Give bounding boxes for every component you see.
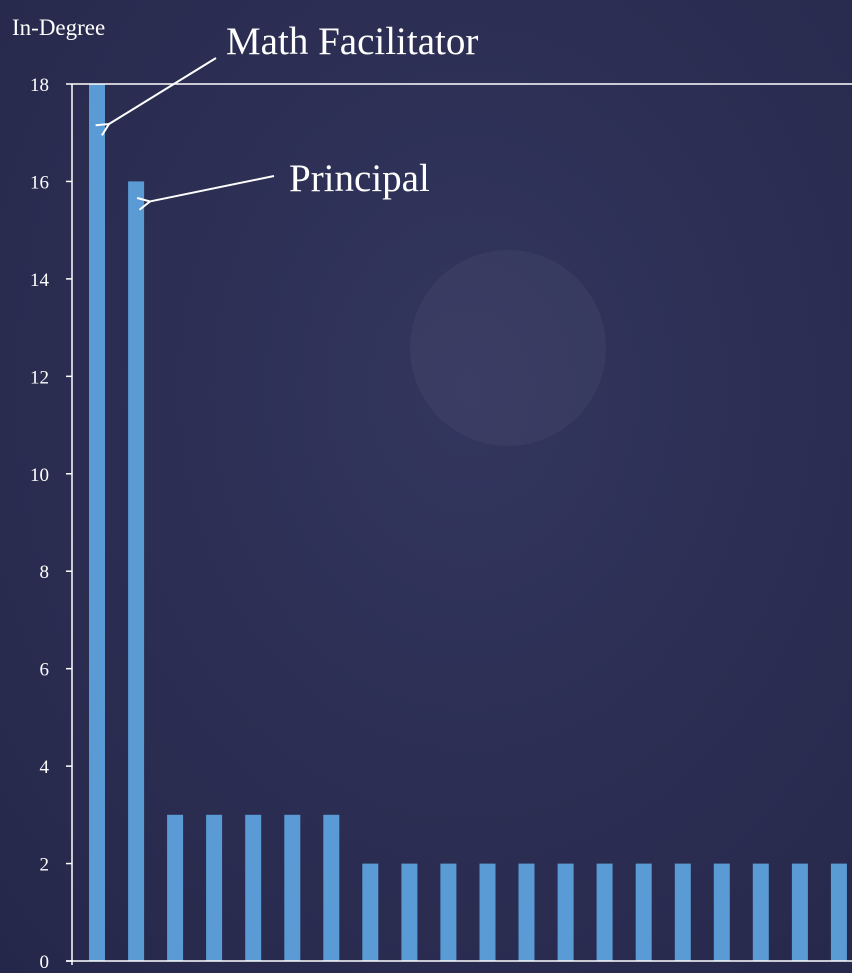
- y-tick-label-18: 18: [30, 75, 49, 96]
- annotation-arrow-2: [150, 175, 275, 201]
- bar-11: [479, 863, 496, 961]
- y-tick-label-2: 2: [40, 855, 50, 876]
- bar-13: [557, 863, 574, 961]
- bar-9: [401, 863, 418, 961]
- bar-18: [752, 863, 769, 961]
- bar-14: [596, 863, 613, 961]
- bar-15: [635, 863, 652, 961]
- y-ticks: 0 2 4 6 8 10 12 14 16 18: [30, 75, 72, 973]
- bar-3: [167, 814, 184, 961]
- y-axis-label: In-Degree: [12, 15, 105, 40]
- background-disc: [410, 250, 606, 446]
- axes: [66, 83, 852, 965]
- bar-5: [245, 814, 262, 961]
- bar-1: [89, 84, 105, 961]
- annotation-label-1: Math Facilitator: [226, 20, 478, 63]
- bar-4: [206, 814, 223, 961]
- bars: [89, 84, 847, 961]
- bar-8: [362, 863, 379, 961]
- bar-6: [284, 814, 301, 961]
- bar-7: [323, 814, 340, 961]
- bar-10: [440, 863, 457, 961]
- y-tick-label-4: 4: [40, 757, 50, 778]
- y-tick-label-8: 8: [40, 562, 50, 583]
- bar-2: [128, 181, 145, 961]
- bar-12: [518, 863, 535, 961]
- annotations: Math Facilitator Principal: [109, 20, 478, 201]
- y-tick-label-14: 14: [30, 270, 50, 291]
- annotation-label-2: Principal: [289, 157, 430, 200]
- bar-17: [713, 863, 730, 961]
- bar-20: [830, 863, 847, 961]
- y-tick-label-6: 6: [40, 660, 50, 681]
- y-tick-label-12: 12: [30, 367, 49, 388]
- bar-19: [791, 863, 808, 961]
- y-tick-label-16: 16: [30, 172, 49, 193]
- y-tick-label-10: 10: [30, 465, 49, 486]
- annotation-arrow-1: [109, 57, 217, 124]
- bar-16: [674, 863, 691, 961]
- y-tick-label-0: 0: [40, 952, 50, 973]
